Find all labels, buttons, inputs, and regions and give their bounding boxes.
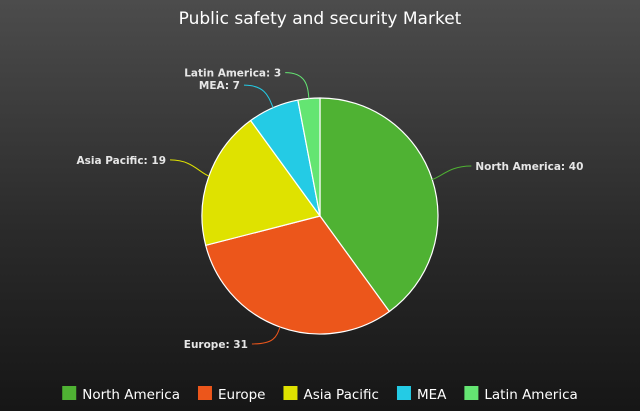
legend-label: Latin America <box>484 387 577 403</box>
legend-item-europe[interactable]: Europe <box>197 386 265 403</box>
connector-europe <box>251 326 281 345</box>
chart-title: Public safety and security Market <box>179 9 462 29</box>
legend-label: North America <box>82 387 180 403</box>
legend-swatch <box>396 386 411 400</box>
legend-swatch <box>464 386 479 400</box>
data-labels: North America: 40 Europe: 31 Asia Pacific:… <box>77 68 584 351</box>
legend-swatch <box>197 386 212 400</box>
connector-mea <box>243 84 274 108</box>
connector-asia-pacific <box>170 159 210 177</box>
legend-swatch <box>62 386 77 400</box>
data-label-europe: Europe: 31 <box>184 339 248 351</box>
legend-item-mea[interactable]: MEA <box>396 386 447 403</box>
data-label-mea: MEA: 7 <box>199 80 240 92</box>
pie-slice-north-america[interactable] <box>319 97 439 313</box>
legend-item-latin-america[interactable]: Latin America <box>464 386 578 403</box>
data-label-asia-pacific: Asia Pacific: 19 <box>77 155 167 167</box>
legend-label: MEA <box>417 387 447 403</box>
legend-item-asia-pacific[interactable]: Asia Pacific <box>283 386 379 403</box>
legend-label: Asia Pacific <box>303 387 379 403</box>
legend-item-north-america[interactable]: North America <box>62 386 180 403</box>
connector-north-america <box>432 165 472 181</box>
legend-label: Europe <box>218 387 265 403</box>
data-label-north-america: North America: 40 <box>475 161 583 173</box>
pie-slices <box>201 97 439 335</box>
data-label-latin-america: Latin America: 3 <box>184 68 281 80</box>
legend-swatch <box>283 386 298 400</box>
connector-latin-america <box>285 72 310 99</box>
legend: North America Europe Asia Pacific MEA Latin … <box>62 386 578 403</box>
